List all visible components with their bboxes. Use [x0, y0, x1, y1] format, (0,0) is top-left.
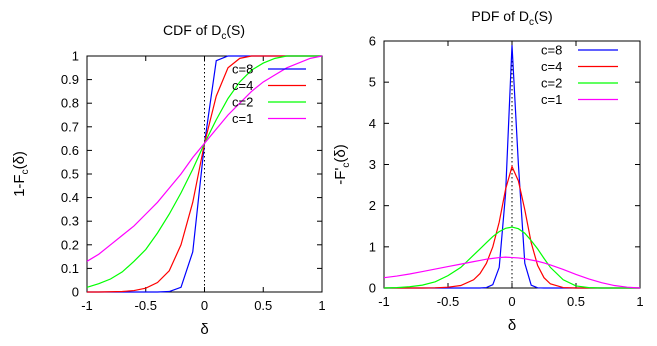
y-tick-label: 3: [369, 157, 376, 172]
x-tick-label: -1: [378, 294, 390, 309]
y-axis-label-main: 1-F: [11, 174, 28, 197]
legend-label: c=2: [541, 76, 562, 91]
legend-label: c=8: [541, 43, 562, 58]
y-tick-label: 0.7: [61, 119, 79, 134]
y-tick-label: 0.3: [61, 214, 79, 229]
legend-label: c=8: [232, 62, 253, 77]
y-tick-label: 6: [369, 34, 376, 49]
x-tick-label: 0.5: [567, 294, 585, 309]
pdf-panel: PDF of Dc(S)-1 -0.5 0 0.5 10123456δ-F'c(δ)c=…: [332, 8, 644, 334]
y-axis-label-tail: (δ): [332, 144, 349, 162]
chart-title-main: CDF of D: [163, 22, 221, 38]
chart-title: PDF of Dc(S): [471, 8, 552, 28]
x-tick-label: 1: [318, 298, 325, 313]
legend-label: c=2: [232, 95, 253, 110]
y-axis-label-tail: (δ): [11, 151, 28, 169]
y-tick-label: 0.9: [61, 72, 79, 87]
chart-title-subscript: c: [529, 17, 534, 28]
x-tick-label: -0.5: [135, 298, 157, 313]
series-line-c2: [383, 226, 640, 289]
legend-label: c=1: [232, 111, 253, 126]
series-line-c1: [383, 256, 641, 289]
y-tick-label: 4: [369, 116, 376, 131]
chart-title-subscript: c: [221, 31, 226, 42]
y-tick-label: 0.1: [61, 261, 79, 276]
y-axis-label-subscript: c: [341, 163, 352, 168]
chart-title-tail: (S): [226, 22, 245, 38]
y-tick-label: 0.6: [61, 143, 79, 158]
x-tick-label: -0.5: [437, 294, 459, 309]
chart-title-tail: (S): [534, 8, 553, 24]
y-tick-label: 0.2: [61, 237, 79, 252]
chart-title: CDF of Dc(S): [163, 22, 245, 42]
x-axis-label: δ: [200, 321, 208, 338]
y-tick-label: 0: [72, 285, 79, 300]
y-tick-label: 0: [369, 281, 376, 296]
x-tick-label: 1: [636, 294, 643, 309]
y-axis-label: -F'c(δ): [332, 144, 352, 184]
legend-label: c=4: [232, 78, 253, 93]
series-line-c4: [384, 164, 640, 289]
series-line-c1: [86, 55, 323, 262]
x-axis-label: δ: [508, 317, 516, 334]
chart-title-main: PDF of D: [471, 8, 529, 24]
y-tick-label: 1: [369, 239, 376, 254]
x-tick-label: 0: [201, 298, 208, 313]
y-axis-label-main: -F': [332, 168, 349, 185]
y-axis-label: 1-Fc(δ): [11, 151, 31, 197]
y-tick-label: 5: [369, 75, 376, 90]
y-tick-label: 0.8: [61, 96, 79, 111]
x-tick-label: 0.5: [254, 298, 272, 313]
y-tick-label: 0.5: [61, 167, 79, 182]
y-tick-label: 0.4: [61, 190, 79, 205]
y-tick-label: 2: [369, 198, 376, 213]
y-tick-label: 1: [72, 49, 79, 64]
cdf-panel: CDF of Dc(S)-1 -0.5 0 0.5 100.10.20.30.40.50…: [11, 22, 326, 338]
x-tick-label: 0: [508, 294, 515, 309]
legend-label: c=1: [541, 92, 562, 107]
legend-label: c=4: [541, 59, 562, 74]
y-axis-label-subscript: c: [20, 169, 31, 174]
x-tick-label: -1: [81, 298, 93, 313]
